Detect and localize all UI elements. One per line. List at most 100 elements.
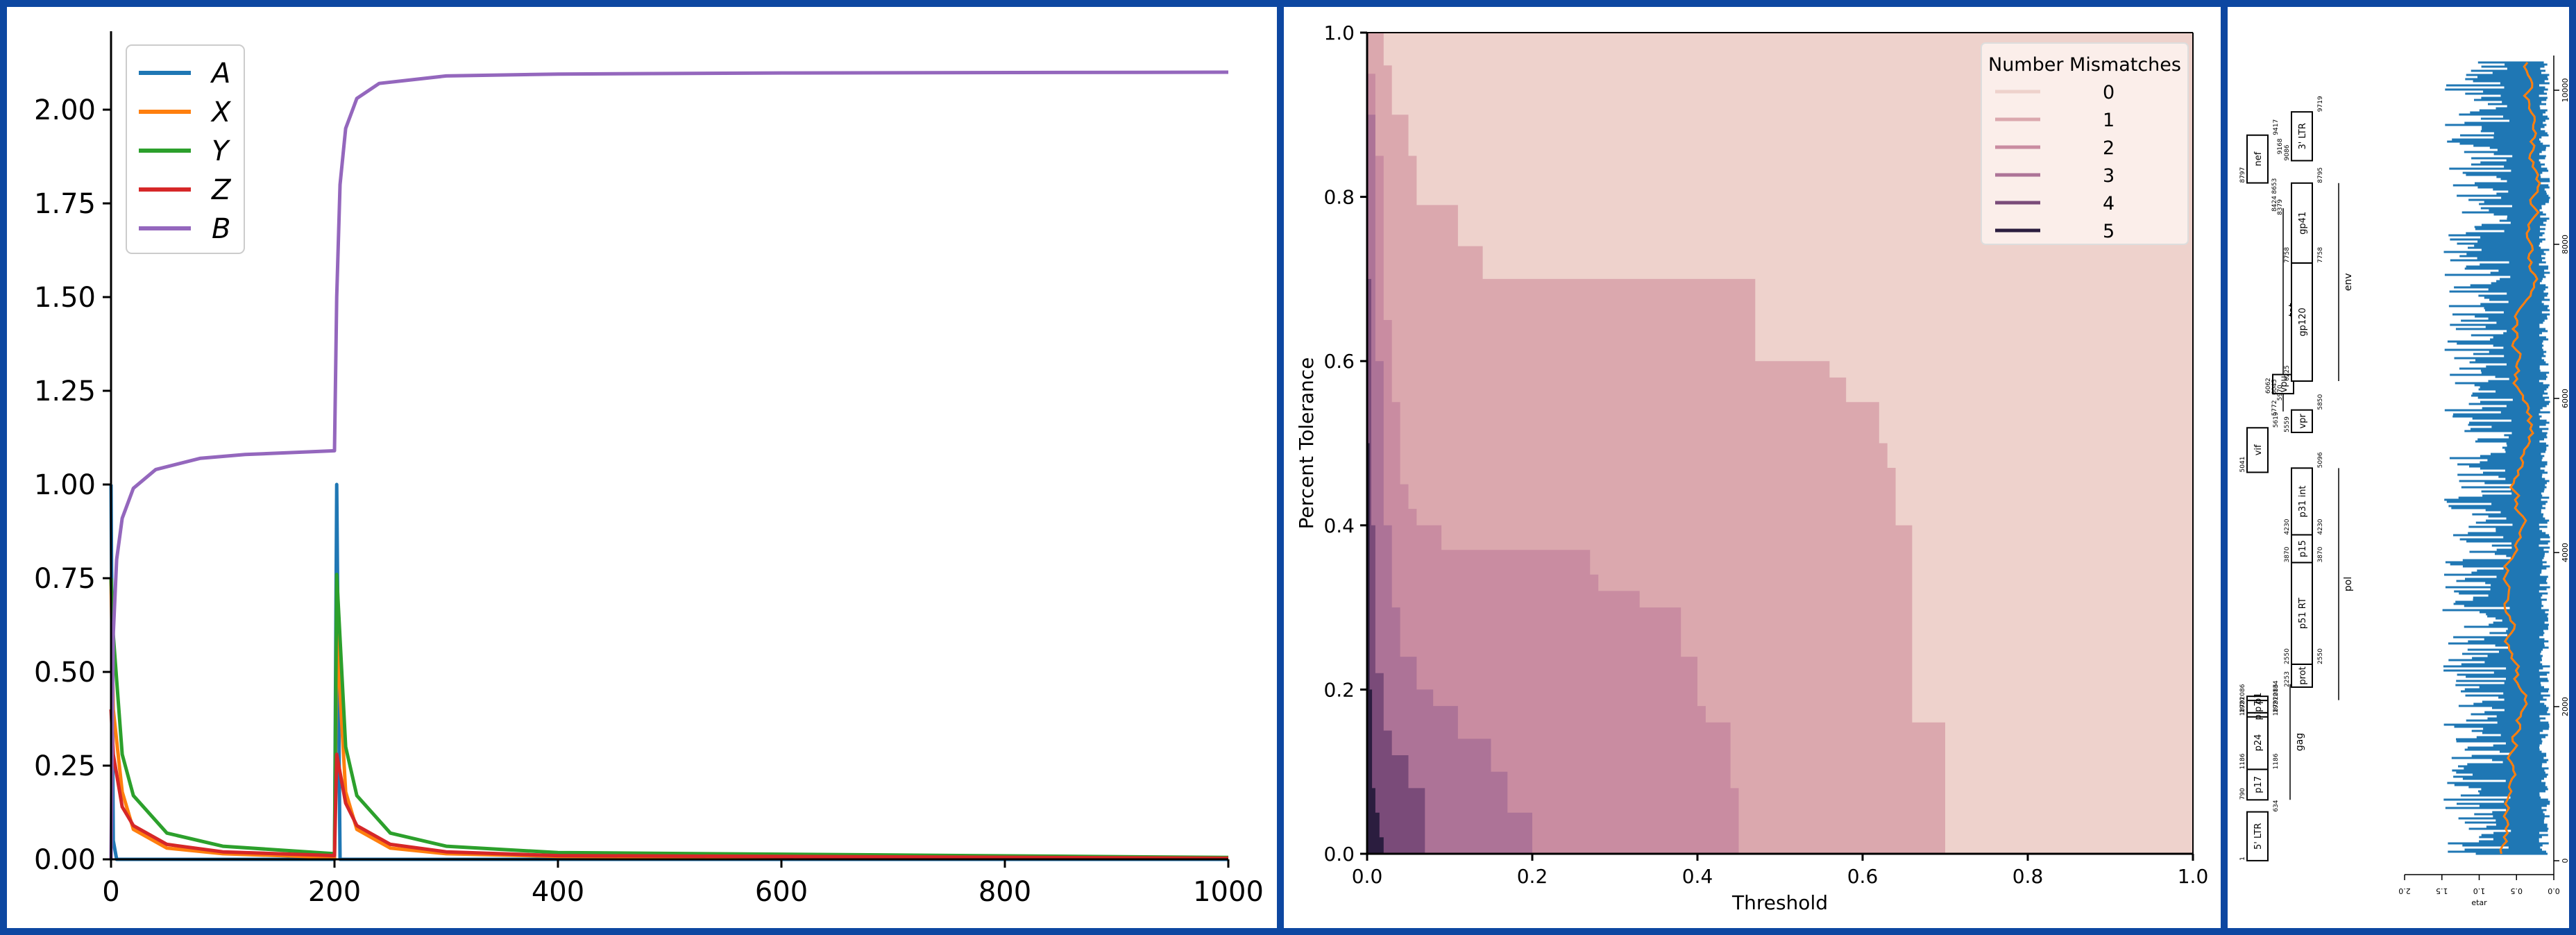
y-tick-label: 2000 bbox=[2561, 697, 2569, 716]
area-mismatch-5 bbox=[1367, 443, 1384, 854]
gene-end-p17: 1186 bbox=[2273, 753, 2280, 769]
genome-position-label: 8653 bbox=[2271, 178, 2278, 194]
gene-end-gp120: 7758 bbox=[2317, 247, 2324, 263]
gene-start-vpr: 5559 bbox=[2284, 416, 2291, 432]
y-tick-label: 2.00 bbox=[34, 94, 96, 126]
legend-label-B: B bbox=[212, 213, 230, 245]
y-tick-label: 0.25 bbox=[34, 750, 96, 782]
gene-box-p17 bbox=[2246, 768, 2269, 801]
y-tick-label: 0.0 bbox=[1323, 843, 1355, 866]
x-tick-label: 0.0 bbox=[2548, 886, 2560, 895]
y-tick-label: 0 bbox=[2561, 859, 2569, 864]
gene-start-p2: 1879 bbox=[2239, 700, 2246, 716]
gene-label-5' LTR: 5' LTR bbox=[2253, 823, 2264, 850]
x-tick-label: 2.0 bbox=[2398, 886, 2411, 895]
y-tick-label: 0.8 bbox=[1323, 186, 1355, 209]
area-mismatch-4 bbox=[1367, 278, 1425, 854]
gene-end-p7: 2086 bbox=[2273, 684, 2280, 700]
y-tick-label: 10000 bbox=[2561, 78, 2569, 103]
gene-end-p24: 1879 bbox=[2273, 700, 2280, 716]
gene-box-prot bbox=[2291, 663, 2313, 688]
gene-label-vpu: vpu bbox=[2279, 376, 2289, 392]
gene-box-vif bbox=[2246, 427, 2269, 473]
gene-start-p15: 3870 bbox=[2284, 546, 2291, 562]
gene-start-p17: 790 bbox=[2239, 788, 2246, 800]
chart-panel-genome: 2.0 1.5 1.0 0.5 0.0 ɹɐʇǝ 0 2000 4000 6000 8000 1000… bbox=[2221, 0, 2576, 935]
legend-label-3: 3 bbox=[2103, 165, 2115, 187]
y-tick-label: 8000 bbox=[2561, 235, 2569, 254]
gene-start-vif: 5041 bbox=[2239, 457, 2246, 473]
y-tick-label: 0.00 bbox=[34, 844, 96, 876]
coverage-mean-line bbox=[2499, 62, 2541, 854]
gene-end-vif: 5619 bbox=[2273, 412, 2280, 428]
gene-label-prot: prot bbox=[2298, 666, 2308, 684]
y-tick-label: 0.4 bbox=[1323, 514, 1355, 537]
gene-label-nef: nef bbox=[2253, 151, 2264, 166]
x-tick-label: 800 bbox=[978, 876, 1031, 908]
gene-end-p51 RT: 3870 bbox=[2317, 546, 2324, 562]
legend-title: Number Mismatches bbox=[1988, 54, 2181, 76]
legend: Number Mismatches 0 1 2 3 4 5 bbox=[1981, 42, 2189, 245]
gene-label-vif: vif bbox=[2253, 444, 2264, 455]
legend-label-0: 0 bbox=[2103, 82, 2115, 103]
legend-label-2: 2 bbox=[2103, 137, 2115, 159]
ode-chart: 0 200 400 600 800 1000 0.00 0.25 0.50 0.75 1.00 1.2… bbox=[34, 31, 1264, 908]
gene-label-p31 int: p31 int bbox=[2298, 485, 2308, 517]
series-line-X bbox=[109, 578, 1229, 861]
gene-end-p1: 2134 bbox=[2273, 680, 2280, 696]
x-tick-label: 200 bbox=[308, 876, 361, 908]
gene-label-gp120: gp120 bbox=[2298, 308, 2308, 336]
y-tick-label: 4000 bbox=[2561, 543, 2569, 562]
tolerance-chart: 0.0 0.2 0.4 0.6 0.8 1.0 0.0 0.2 0.4 0.6 0.8 1.0 Thre… bbox=[1295, 22, 2208, 914]
y-tick-label: 1.0 bbox=[1323, 22, 1355, 44]
legend-label-5: 5 bbox=[2103, 221, 2115, 242]
legend-label-A: A bbox=[210, 58, 230, 90]
x-axis-label: ɹɐʇǝ bbox=[2471, 899, 2486, 908]
y-tick-label: 0.2 bbox=[1323, 678, 1355, 701]
gene-box-5' LTR bbox=[2246, 811, 2269, 861]
genome-position-label: 8424 bbox=[2271, 196, 2278, 212]
legend-label-Y: Y bbox=[212, 135, 231, 167]
gene-box-p31 int bbox=[2291, 467, 2313, 536]
x-tick-label: 0.4 bbox=[1682, 865, 1713, 888]
x-tick-label: 1.5 bbox=[2436, 886, 2448, 895]
y-tick-label: 0.75 bbox=[34, 563, 96, 595]
genome-position-label: 5772 bbox=[2271, 400, 2278, 416]
coverage-band bbox=[2442, 61, 2550, 855]
genome-chart: 2.0 1.5 1.0 0.5 0.0 ɹɐʇǝ 0 2000 4000 6000 8000 1000… bbox=[2239, 56, 2569, 908]
series-line-A bbox=[109, 482, 1228, 861]
genome-position-label: 8379 bbox=[2277, 199, 2284, 215]
gene-start-3' LTR: 9086 bbox=[2284, 144, 2291, 160]
gene-start-vpu: 6062 bbox=[2265, 378, 2272, 394]
gene-start-p51 RT: 2550 bbox=[2284, 648, 2291, 664]
gene-label-p1: p1 bbox=[2253, 693, 2264, 705]
gene-start-5' LTR: 1 bbox=[2239, 857, 2246, 861]
y-tick-label: 1.50 bbox=[34, 282, 96, 314]
gene-label-p17: p17 bbox=[2253, 776, 2264, 793]
gene-box-vpr bbox=[2291, 409, 2313, 433]
x-tick-label: 1000 bbox=[1193, 876, 1264, 908]
gene-end-p15: 4230 bbox=[2317, 519, 2324, 534]
gene-end-nef: 9417 bbox=[2273, 119, 2280, 135]
gene-box-3' LTR bbox=[2291, 111, 2313, 162]
x-tick-label: 0.6 bbox=[1847, 865, 1879, 888]
x-tick-label: 1.0 bbox=[2473, 886, 2486, 895]
gene-start-p7: 1921 bbox=[2239, 697, 2246, 713]
genome-position-label: 6045 bbox=[2271, 379, 2278, 395]
gene-box-gp120 bbox=[2291, 262, 2313, 382]
gene-label-gag: gag bbox=[2294, 733, 2305, 751]
series-line-Y bbox=[109, 573, 1229, 859]
x-tick-label: 400 bbox=[532, 876, 584, 908]
gene-label-p15: p15 bbox=[2298, 540, 2308, 557]
gene-start-prot: 2253 bbox=[2284, 671, 2291, 687]
gene-end-prot: 2550 bbox=[2317, 648, 2324, 664]
y-axis-label: Percent Tolerance bbox=[1295, 357, 1318, 530]
area-mismatch-3 bbox=[1367, 115, 1532, 854]
gene-start-p31 int: 4230 bbox=[2284, 519, 2291, 534]
y-tick-label: 1.00 bbox=[34, 469, 96, 501]
x-tick-label: 600 bbox=[755, 876, 808, 908]
x-tick-label: 0.2 bbox=[1517, 865, 1548, 888]
y-tick-label: 0.50 bbox=[34, 657, 96, 689]
legend-label-Z: Z bbox=[211, 174, 232, 206]
